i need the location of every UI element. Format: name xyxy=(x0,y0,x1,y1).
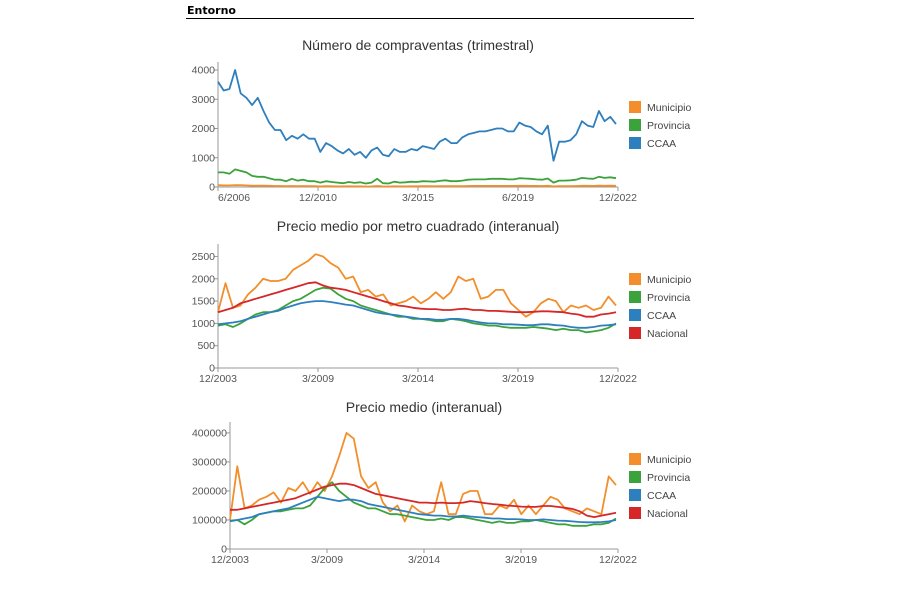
series-line-ccaa xyxy=(229,495,617,524)
series-line-ccaa xyxy=(217,69,617,162)
x-tick-label: 12/2003 xyxy=(211,554,249,566)
x-tick-label: 3/2019 xyxy=(502,373,534,385)
legend-swatch-ccaa xyxy=(629,489,641,501)
legend-label-nacional: Nacional xyxy=(647,328,688,340)
x-tick-label: 3/2015 xyxy=(402,192,434,204)
legend-label-municipio: Municipio xyxy=(647,102,692,114)
x-tick-label: 6/2006 xyxy=(218,192,250,204)
y-tick-label: 100000 xyxy=(192,514,227,526)
chart-precio-medio: Precio medio (interanual) 0 100000 200000 30… xyxy=(192,399,692,566)
x-tick-label: 3/2009 xyxy=(302,373,334,385)
x-tick-label: 3/2014 xyxy=(402,373,434,385)
y-tick-label: 0 xyxy=(209,363,215,375)
legend-label-ccaa: CCAA xyxy=(647,490,676,502)
series-line-ccaa xyxy=(217,300,617,329)
series-line-municipio xyxy=(217,253,617,318)
y-tick-label: 2000 xyxy=(192,123,216,135)
y-tick-label: 1000 xyxy=(192,152,216,164)
x-tick-label: 3/2019 xyxy=(505,554,537,566)
legend-swatch-ccaa xyxy=(629,137,641,149)
x-tick-label: 12/2003 xyxy=(199,373,237,385)
series-line-nacional xyxy=(230,482,617,518)
series-line-nacional xyxy=(217,281,617,318)
section-header: Entorno xyxy=(186,4,694,19)
x-tick-label: 6/2019 xyxy=(502,192,534,204)
y-tick-label: 2500 xyxy=(192,251,216,263)
y-tick-label: 4000 xyxy=(192,65,216,77)
y-tick-label: 1000 xyxy=(192,318,216,330)
legend-swatch-nacional xyxy=(629,327,641,339)
legend-swatch-municipio xyxy=(629,453,641,465)
series-line-municipio xyxy=(217,184,617,188)
y-tick-label: 0 xyxy=(209,182,215,194)
y-tick-label: 500 xyxy=(197,340,215,352)
legend-label-provincia: Provincia xyxy=(647,120,690,132)
legend-swatch-ccaa xyxy=(629,309,641,321)
y-tick-label: 400000 xyxy=(192,427,227,439)
x-tick-label: 12/2022 xyxy=(599,192,637,204)
y-tick-label: 0 xyxy=(221,544,227,556)
legend-label-ccaa: CCAA xyxy=(647,310,676,322)
legend-label-municipio: Municipio xyxy=(647,274,692,286)
legend-label-municipio: Municipio xyxy=(647,454,692,466)
y-tick-label: 200000 xyxy=(192,485,227,497)
chart-title: Precio medio por metro cuadrado (interan… xyxy=(277,218,559,234)
y-tick-label: 1500 xyxy=(192,296,216,308)
y-tick-label: 2000 xyxy=(192,273,216,285)
legend-swatch-provincia xyxy=(629,119,641,131)
x-tick-label: 12/2022 xyxy=(599,554,637,566)
legend-swatch-nacional xyxy=(629,507,641,519)
series-line-provincia xyxy=(218,168,617,185)
x-tick-label: 3/2014 xyxy=(408,554,440,566)
legend-swatch-municipio xyxy=(629,273,641,285)
y-tick-label: 3000 xyxy=(192,94,216,106)
x-tick-label: 12/2022 xyxy=(599,373,637,385)
chart-compraventas: Número de compraventas (trimestral) 0 1000… xyxy=(192,37,692,204)
legend-swatch-municipio xyxy=(629,101,641,113)
legend-label-provincia: Provincia xyxy=(647,472,690,484)
series-line-municipio xyxy=(229,431,617,523)
section-title: Entorno xyxy=(187,4,236,17)
chart-precio-m2: Precio medio por metro cuadrado (interan… xyxy=(192,218,692,385)
legend-swatch-provincia xyxy=(629,291,641,303)
series-line-provincia xyxy=(229,481,617,527)
chart-title: Precio medio (interanual) xyxy=(346,399,502,415)
legend-label-ccaa: CCAA xyxy=(647,138,676,150)
y-tick-label: 300000 xyxy=(192,456,227,468)
legend-label-provincia: Provincia xyxy=(647,292,690,304)
legend-swatch-provincia xyxy=(629,471,641,483)
x-tick-label: 12/2010 xyxy=(299,192,337,204)
legend-label-nacional: Nacional xyxy=(647,508,688,520)
chart-title: Número de compraventas (trimestral) xyxy=(302,37,534,53)
x-tick-label: 3/2009 xyxy=(311,554,343,566)
